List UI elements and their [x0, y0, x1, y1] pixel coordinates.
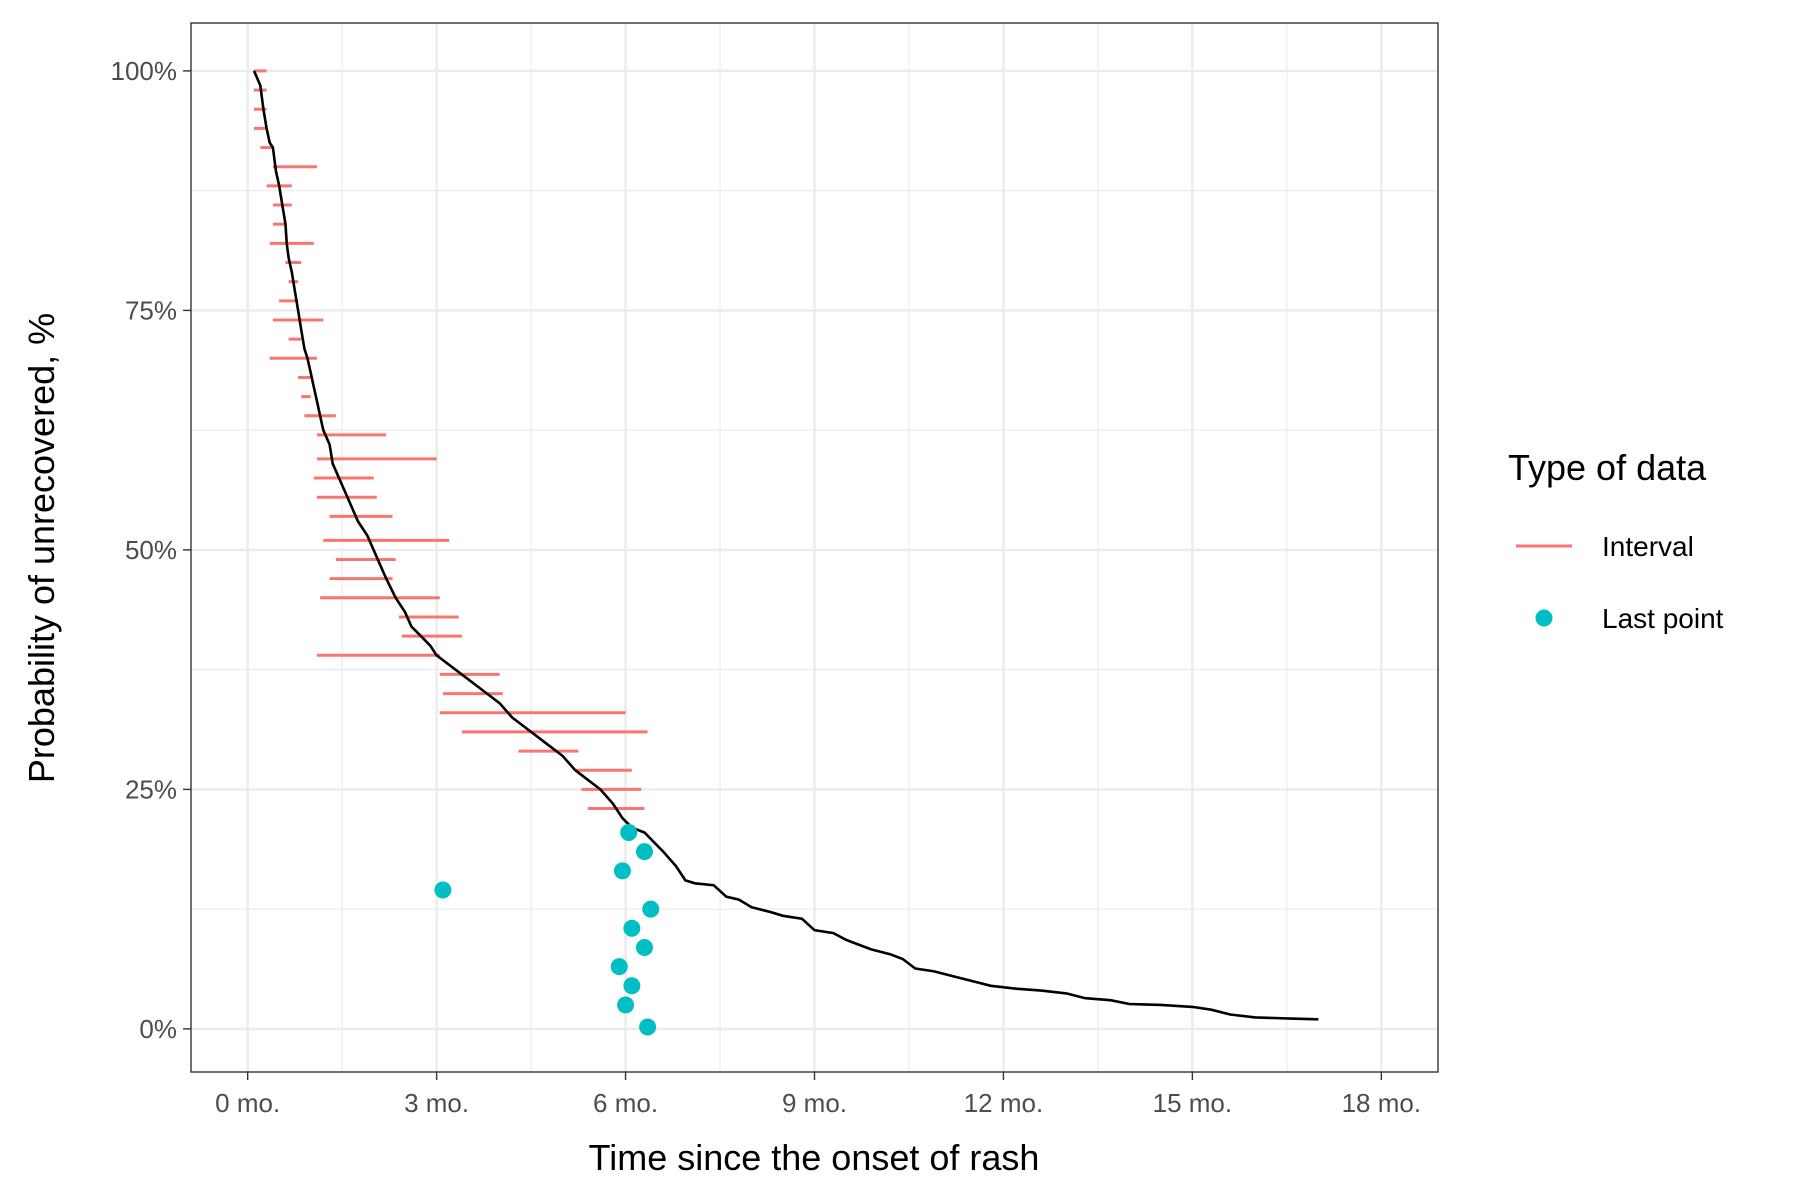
- legend-key-last-point: [1535, 609, 1553, 627]
- last-point-marker: [610, 958, 628, 976]
- last-point-marker: [434, 881, 452, 899]
- survival-curve: [252, 70, 1319, 1021]
- last-point-marker: [642, 900, 660, 918]
- y-tick-label: 100%: [111, 56, 178, 86]
- x-tick-label: 9 mo.: [782, 1088, 847, 1118]
- y-tick-label: 75%: [125, 295, 177, 325]
- last-point-series: [434, 824, 660, 1036]
- legend: Type of data Interval Last point: [1508, 447, 1724, 634]
- x-tick-label: 3 mo.: [404, 1088, 469, 1118]
- interval-series: [253, 69, 648, 811]
- last-point-marker: [623, 919, 641, 937]
- y-axis-title: Probability of unrecovered, %: [21, 313, 62, 783]
- y-tick-label: 50%: [125, 535, 177, 565]
- x-axis-title: Time since the onset of rash: [589, 1137, 1040, 1178]
- last-point-marker: [639, 1018, 657, 1036]
- x-axis: 0 mo. 3 mo. 6 mo. 9 mo. 12 mo. 15 mo. 18 mo.: [215, 1072, 1421, 1118]
- grid-major: [191, 23, 1438, 1072]
- y-tick-label: 25%: [125, 774, 177, 804]
- last-point-marker: [617, 996, 635, 1014]
- last-point-marker: [620, 824, 638, 842]
- y-tick-label: 0%: [139, 1014, 177, 1044]
- legend-label-last-point: Last point: [1602, 603, 1724, 634]
- x-tick-label: 18 mo.: [1342, 1088, 1422, 1118]
- last-point-marker: [623, 977, 641, 995]
- x-tick-label: 0 mo.: [215, 1088, 280, 1118]
- legend-label-interval: Interval: [1602, 531, 1694, 562]
- x-tick-label: 15 mo.: [1153, 1088, 1233, 1118]
- last-point-marker: [613, 862, 631, 880]
- y-axis: 0% 25% 50% 75% 100%: [111, 56, 191, 1044]
- last-point-marker: [635, 938, 653, 956]
- x-tick-label: 12 mo.: [964, 1088, 1044, 1118]
- x-tick-label: 6 mo.: [593, 1088, 658, 1118]
- last-point-marker: [635, 843, 653, 861]
- legend-title: Type of data: [1508, 447, 1707, 488]
